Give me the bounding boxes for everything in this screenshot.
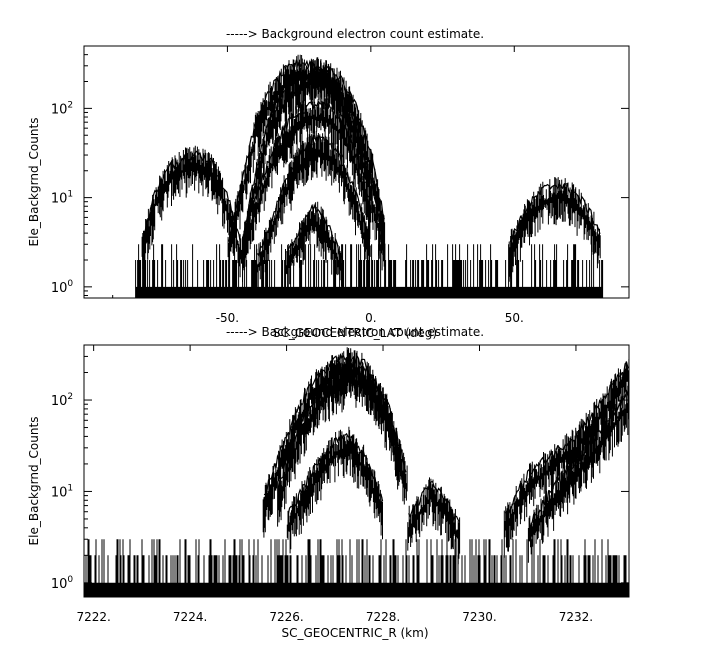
chart-bottom-x-ticks: 7222. 7224. 7226. 7228. 7230. 7232. [76,345,616,624]
chart-top-y-tick-label: 102 [51,100,73,117]
chart-bottom-x-tick-label: 7228. [366,610,400,624]
chart-bottom-title: -----> Background electron count estimat… [226,325,484,339]
chart-bottom-x-label: SC_GEOCENTRIC_R (km) [282,626,429,640]
chart-top-x-tick-label: 50. [505,311,524,325]
chart-bottom-series-2 [286,426,383,554]
chart-top-series-6-trace [509,181,601,244]
chart-top-x-tick-label: -50. [216,311,239,325]
chart-top-y-ticks: 100 101 102 [51,45,629,296]
chart-top-x-ticks: -50. 0. 50. [83,46,630,325]
chart-top-series-3-trace [242,100,372,243]
chart-top-x-tick-label: 0. [365,311,376,325]
chart-top-series-4-trace [257,134,371,258]
chart-bottom-y-tick-label: 100 [51,575,74,592]
chart-bottom-series-2-trace [287,432,384,516]
chart-bottom-series-1 [277,357,408,527]
chart-bottom: -----> Background electron count estimat… [27,325,630,640]
chart-bottom-y-ticks: 100 101 102 [51,344,629,598]
chart-top-frame [83,45,630,299]
chart-top-series-1-trace [228,59,385,242]
chart-bottom-y-tick-label: 102 [51,392,73,409]
chart-top-series-0 [141,145,242,278]
chart-bottom-x-tick-label: 7230. [462,610,496,624]
chart-top-series-5-trace [285,203,343,260]
chart-top-series-4 [256,131,371,294]
chart-bottom-x-tick-label: 7226. [269,610,303,624]
chart-bottom-series-1-trace [277,360,407,491]
chart-bottom-frame [83,344,630,598]
chart-top-series-0-trace [142,150,241,244]
chart-bottom-series-4-trace [504,360,629,515]
chart-top-y-tick-label: 101 [51,190,73,207]
chart-top-series-2-trace [242,63,385,238]
chart-top: -----> Background electron count estimat… [27,27,630,340]
chart-bottom-series-3-trace [408,480,461,522]
chart-top-series-6 [508,177,601,282]
chart-top-plot [135,54,604,298]
chart-bottom-noise-floor [84,539,629,597]
chart-top-x-label: SC_GEOCENTRIC_LAT (deg) [273,326,437,340]
chart-bottom-series-5 [527,385,629,563]
chart-top-series-5 [285,201,342,298]
chart-bottom-x-tick-label: 7224. [173,610,207,624]
chart-bottom-series-3 [407,477,461,565]
chart-top-y-label: Ele_Backgrnd_Counts [27,118,41,247]
chart-bottom-y-tick-label: 101 [51,483,73,500]
chart-bottom-y-label: Ele_Backgrnd_Counts [27,417,41,546]
chart-bottom-x-tick-label: 7232. [559,610,593,624]
chart-bottom-series-5-trace [528,389,629,530]
chart-top-title: -----> Background electron count estimat… [226,27,484,41]
chart-top-noise-floor [135,244,604,298]
chart-bottom-plot [84,347,629,597]
chart-top-y-tick-label: 100 [51,279,74,296]
chart-top-series-3 [242,98,372,282]
chart-bottom-x-tick-label: 7222. [76,610,110,624]
